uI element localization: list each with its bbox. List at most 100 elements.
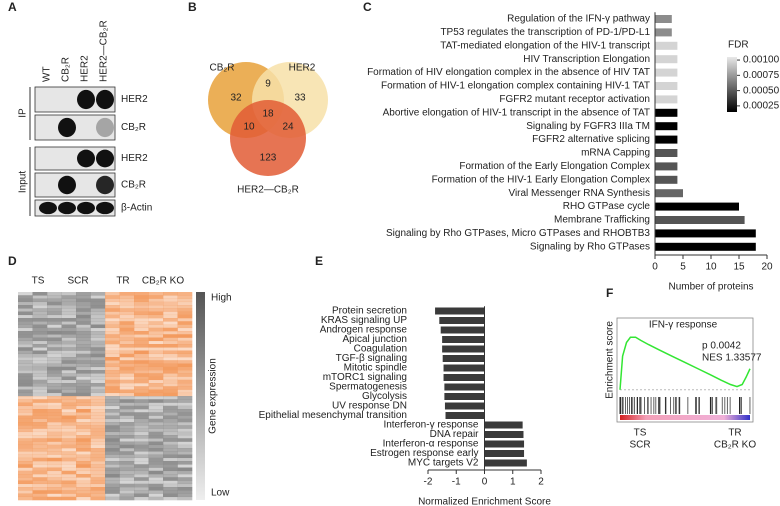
heatmap-cell [119,464,135,468]
heatmap-cell [177,392,193,397]
heatmap-cell [61,441,77,446]
heatmap-cell [134,418,149,423]
heatmap-cell [90,318,106,322]
heatmap-cell [18,405,33,410]
heatmap-cell [47,357,62,361]
heatmap-cell [90,376,106,381]
heatmap-cell [90,454,106,459]
panel-label: A [8,0,17,14]
heatmap-cell [61,474,77,478]
region-count: 32 [230,93,242,104]
heatmap-cell [32,467,48,472]
heatmap-cell [163,477,178,481]
category-label: Viral Messenger RNA Synthesis [508,188,650,199]
set-label: HER2—CB₂R [237,185,299,196]
heatmap-cell [76,292,91,296]
heatmap-cell [76,405,91,410]
heatmap-cell [134,402,149,407]
heatmap-cell [61,324,77,329]
heatmap-cell [32,295,48,299]
blot-band [96,89,114,110]
heatmap-cell [61,396,77,400]
category-label: Regulation of the IFN-γ pathway [507,14,650,25]
heatmap-cell [61,376,77,381]
bar [655,189,683,198]
heatmap-cell [177,428,193,433]
heatmap-cell [18,350,33,355]
x-tick-label: -1 [452,477,461,488]
heatmap-cell [148,461,164,465]
heatmap-cell [47,308,62,312]
category-label: Signaling by Rho GTPases [530,241,650,252]
heatmap-cell [76,298,91,303]
heatmap-cell [163,353,178,358]
heatmap-cell [148,311,164,316]
bar [484,459,527,467]
heatmap-cell [32,357,48,361]
heatmap-cell [177,490,193,494]
heatmap-cell [134,318,149,322]
heatmap-cell [148,350,164,355]
heatmap-cell [134,308,149,312]
heatmap-cell [148,448,164,452]
heatmap-cell [18,305,33,309]
heatmap-cell [76,438,91,442]
heatmap-cell [90,301,106,306]
heatmap-cell [90,409,106,413]
heatmap-cell [76,493,91,498]
heatmap-cell [134,301,149,306]
heatmap-cell [90,295,106,299]
set-label: HER2 [289,63,316,74]
heatmap-cell [32,366,48,371]
region-count: 10 [243,122,255,133]
heatmap-cell [18,353,33,358]
heatmap-cell [32,425,48,429]
heatmap-cell [18,415,33,420]
heatmap-cell [134,428,149,433]
heatmap-cell [119,344,135,348]
heatmap-cell [134,448,149,452]
heatmap-cell [119,428,135,433]
heatmap-cell [61,435,77,439]
heatmap-cell [47,337,62,342]
heatmap-cell [105,396,120,400]
heatmap-cell [32,405,48,410]
region-count: 9 [265,79,271,90]
heatmap-cell [76,347,91,351]
heatmap-cell [47,314,62,319]
heatmap-cell [163,418,178,423]
heatmap-cell [18,314,33,319]
heatmap-cell [148,301,164,306]
bar [442,355,485,362]
heatmap-cell [32,480,48,485]
heatmap-cell [177,370,193,374]
heatmap-cell [119,292,135,296]
heatmap-cell [18,490,33,494]
heatmap-cell [32,344,48,348]
heatmap-cell [61,402,77,407]
lane-label: CB₂R [61,57,72,82]
heatmap-cell [61,425,77,429]
heatmap-cell [119,331,135,335]
heatmap-cell [148,422,164,426]
heatmap-cell [148,383,164,387]
heatmap-cell [177,340,193,345]
heatmap-cell [134,386,149,390]
heatmap-cell [90,444,106,449]
heatmap-cell [177,435,193,439]
heatmap-cell [119,467,135,472]
heatmap-cell [177,305,193,309]
heatmap-cell [76,357,91,361]
heatmap-cell [119,454,135,459]
heatmap-cell [76,353,91,358]
heatmap-cell [177,438,193,442]
heatmap-cell [32,409,48,413]
heatmap-cell [90,311,106,316]
heatmap-cell [61,392,77,397]
heatmap-cell [32,389,48,394]
heatmap-cell [61,409,77,413]
heatmap-cell [18,487,33,491]
heatmap-cell [105,461,120,465]
heatmap-cell [177,483,193,488]
heatmap-cell [163,405,178,410]
